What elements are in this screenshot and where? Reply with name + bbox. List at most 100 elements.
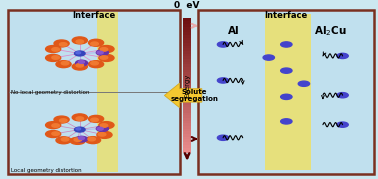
Bar <box>183 42 191 46</box>
Circle shape <box>337 53 348 59</box>
Text: Interface: Interface <box>72 11 115 20</box>
Text: 0  eV: 0 eV <box>174 1 200 10</box>
Bar <box>183 69 191 72</box>
Text: No local geometry distortion: No local geometry distortion <box>11 90 90 95</box>
Circle shape <box>96 50 108 55</box>
Circle shape <box>88 137 96 141</box>
Text: Local geometry distortion: Local geometry distortion <box>11 168 82 173</box>
Circle shape <box>74 138 82 141</box>
Bar <box>183 128 191 131</box>
Bar <box>183 40 191 43</box>
Bar <box>183 88 191 91</box>
Circle shape <box>91 42 98 45</box>
Circle shape <box>52 56 59 59</box>
Circle shape <box>59 43 67 46</box>
Circle shape <box>76 64 84 67</box>
Circle shape <box>91 61 98 65</box>
Bar <box>183 96 191 99</box>
Bar <box>183 48 191 51</box>
Bar <box>183 53 191 56</box>
Bar <box>183 21 191 24</box>
Circle shape <box>46 45 61 52</box>
Circle shape <box>78 137 84 139</box>
Circle shape <box>46 122 61 129</box>
Circle shape <box>72 63 87 70</box>
Bar <box>183 120 191 123</box>
Bar <box>183 67 191 70</box>
Bar <box>198 10 374 174</box>
Bar <box>97 12 118 172</box>
Bar <box>265 14 311 170</box>
Bar <box>183 115 191 118</box>
Circle shape <box>99 54 114 61</box>
Circle shape <box>76 136 88 142</box>
Circle shape <box>52 124 59 127</box>
Circle shape <box>337 93 348 98</box>
Bar <box>183 85 191 89</box>
Bar <box>183 56 191 59</box>
Circle shape <box>263 55 274 60</box>
Bar <box>183 45 191 48</box>
Circle shape <box>217 135 229 140</box>
Bar <box>183 136 191 139</box>
Circle shape <box>56 61 71 68</box>
Circle shape <box>100 48 108 51</box>
Bar <box>183 125 191 129</box>
Circle shape <box>96 126 108 131</box>
Circle shape <box>280 119 292 124</box>
Bar <box>183 77 191 81</box>
Circle shape <box>59 119 67 122</box>
Circle shape <box>74 51 85 56</box>
Circle shape <box>85 137 101 144</box>
Circle shape <box>78 61 84 63</box>
Bar <box>183 80 191 83</box>
Circle shape <box>46 54 61 61</box>
Circle shape <box>74 127 85 132</box>
Circle shape <box>76 52 81 54</box>
Bar <box>183 144 191 147</box>
Circle shape <box>76 40 84 43</box>
Bar <box>183 18 191 21</box>
Circle shape <box>56 137 71 144</box>
Bar <box>8 10 180 174</box>
Circle shape <box>46 130 61 137</box>
Bar <box>183 72 191 75</box>
Bar <box>183 112 191 115</box>
Circle shape <box>61 137 69 141</box>
Bar <box>183 91 191 94</box>
Circle shape <box>97 51 103 54</box>
Circle shape <box>217 78 229 83</box>
Bar <box>183 59 191 62</box>
Bar <box>183 37 191 40</box>
Text: Energy: Energy <box>184 74 190 98</box>
Bar <box>183 99 191 102</box>
Circle shape <box>88 61 104 68</box>
FancyArrow shape <box>164 83 202 108</box>
Circle shape <box>52 48 59 51</box>
Circle shape <box>88 39 104 46</box>
Bar <box>183 24 191 27</box>
Bar <box>183 93 191 96</box>
Circle shape <box>72 37 87 44</box>
Circle shape <box>280 42 292 47</box>
Circle shape <box>298 81 310 86</box>
Bar <box>183 83 191 86</box>
Circle shape <box>217 42 229 47</box>
Circle shape <box>72 114 87 121</box>
Circle shape <box>97 131 112 138</box>
Circle shape <box>337 122 348 127</box>
Bar <box>183 134 191 137</box>
Bar <box>183 75 191 78</box>
Bar <box>183 29 191 32</box>
Circle shape <box>280 94 292 100</box>
Circle shape <box>54 116 69 123</box>
Bar <box>183 109 191 113</box>
Bar <box>183 34 191 38</box>
Bar <box>183 64 191 67</box>
Circle shape <box>91 118 98 122</box>
Circle shape <box>98 133 106 136</box>
Bar <box>183 117 191 121</box>
Circle shape <box>76 117 84 120</box>
Bar <box>183 61 191 64</box>
Bar <box>183 150 191 153</box>
